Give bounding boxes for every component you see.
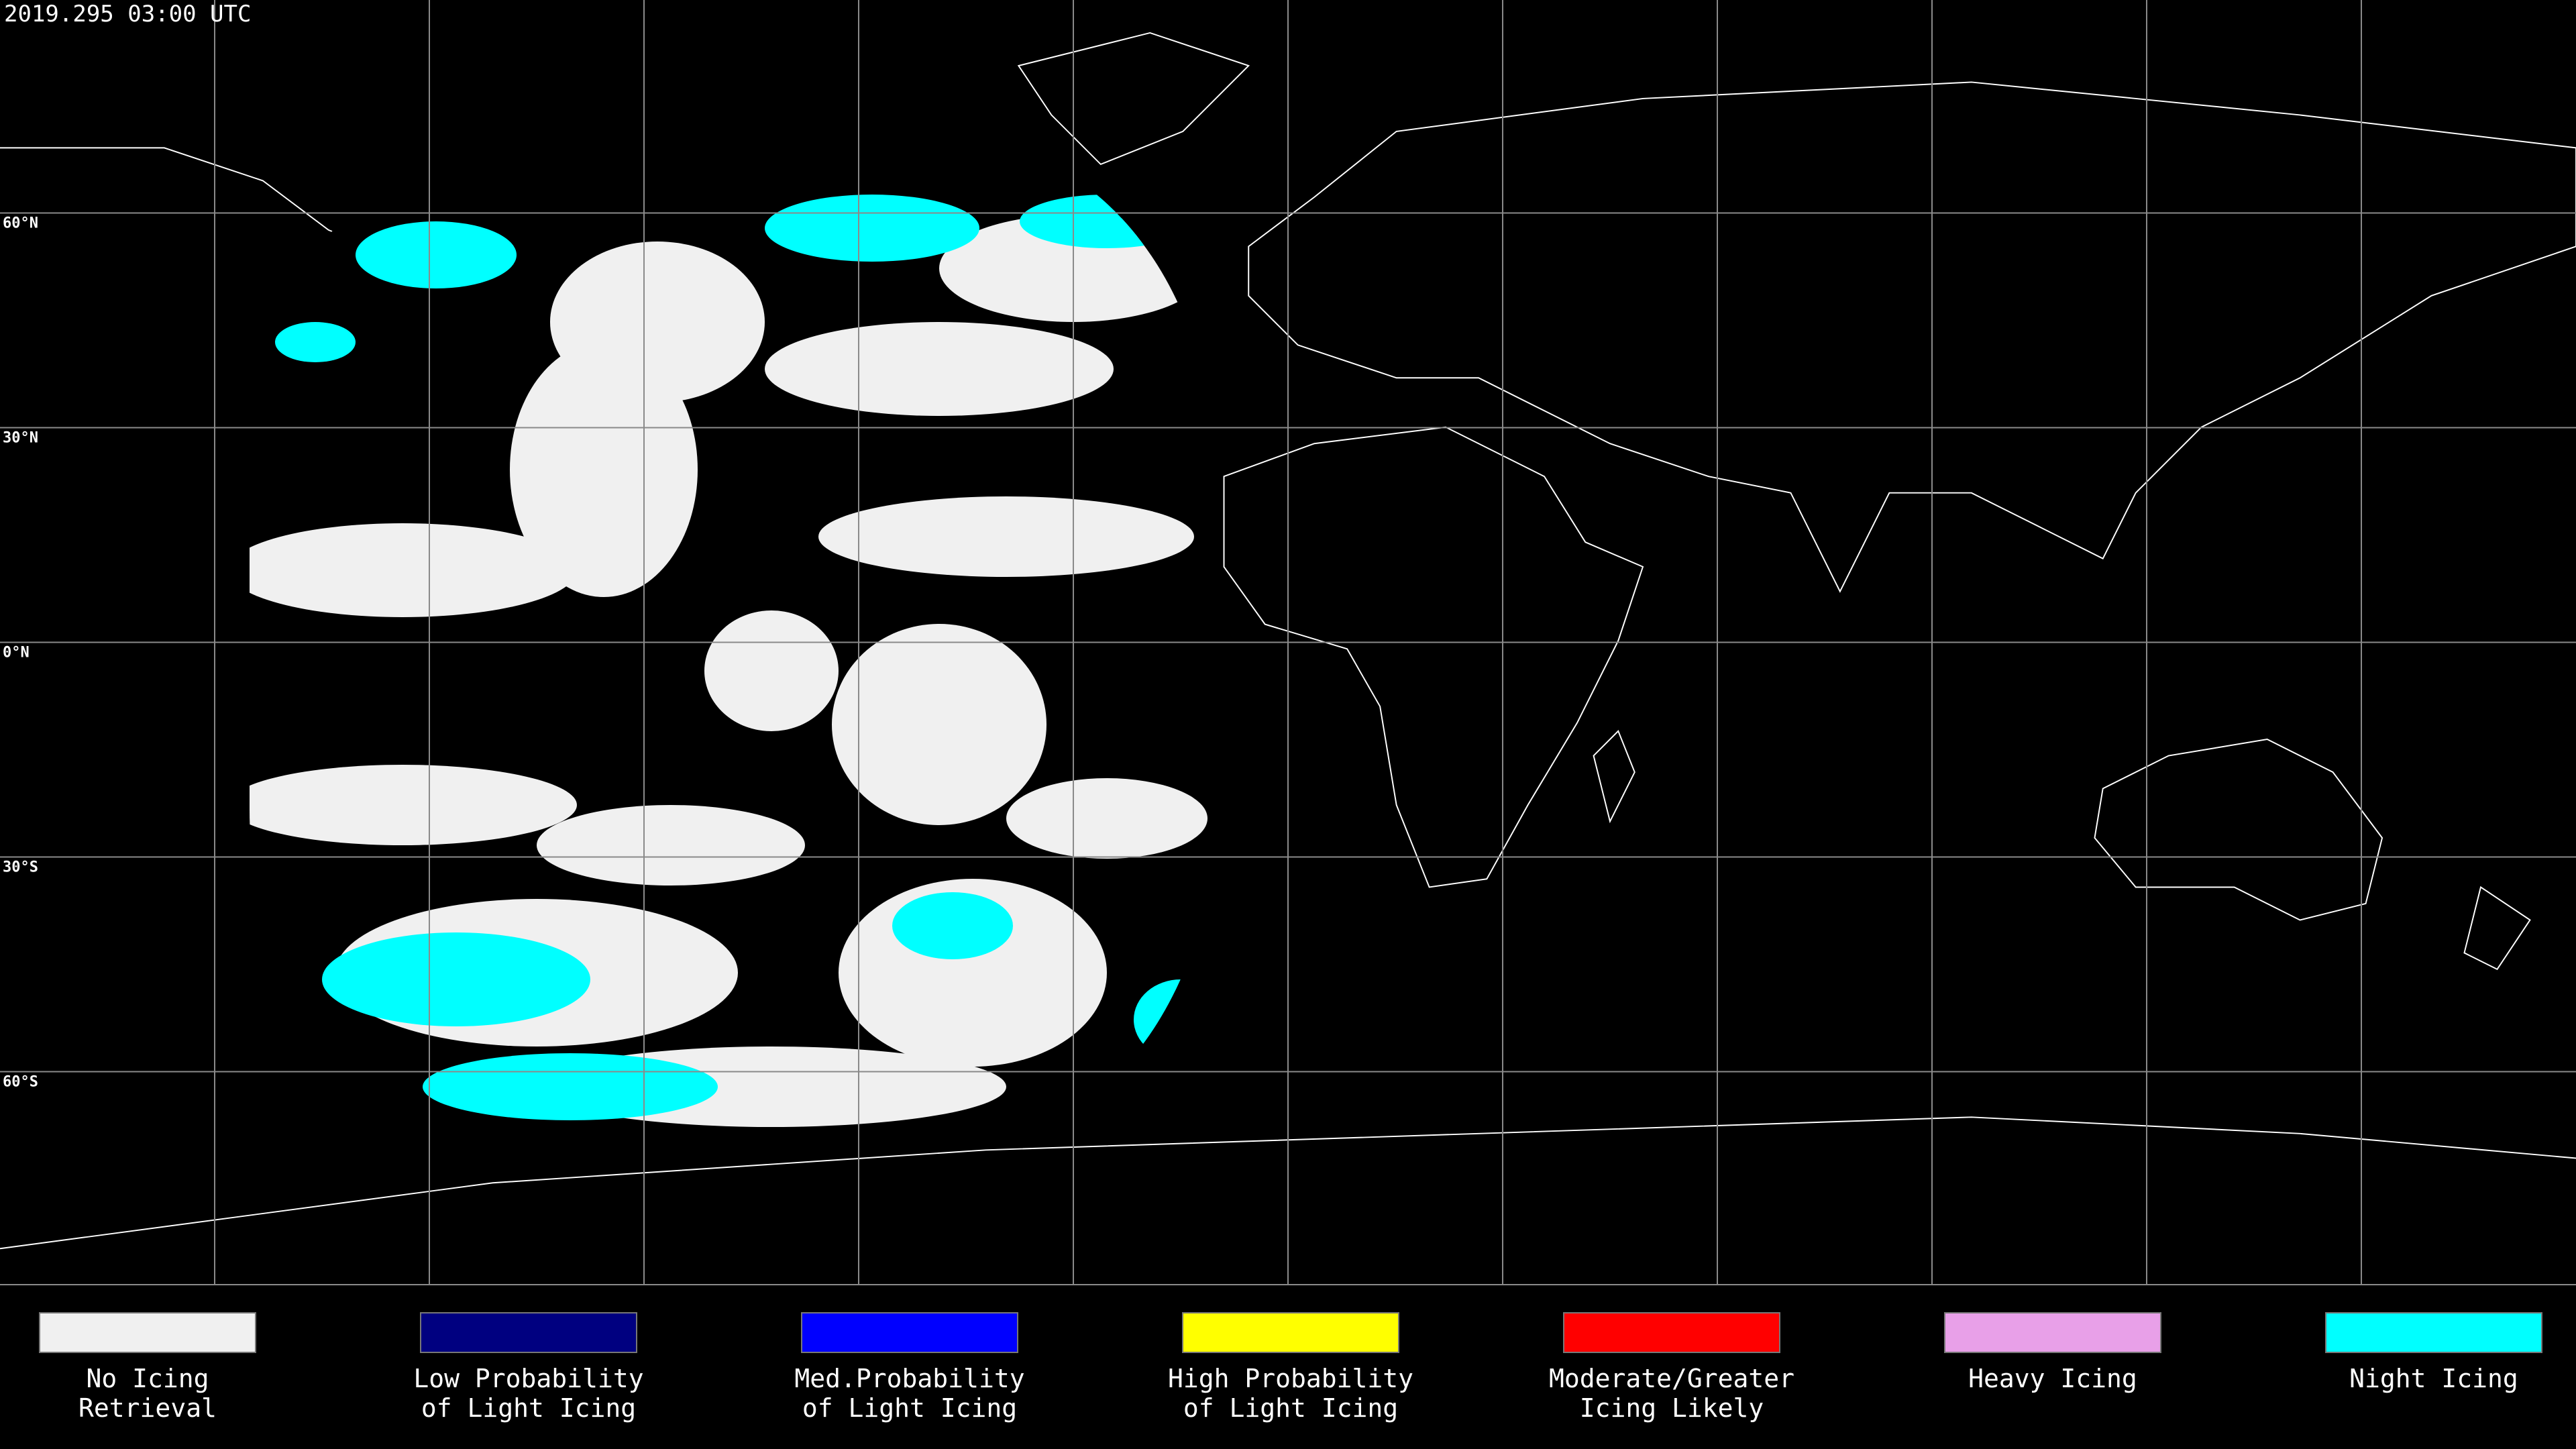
latitude-labels: 60°N 30°N 0°N 30°S 60°S <box>3 215 38 1091</box>
legend-swatch <box>39 1312 256 1353</box>
legend-swatch <box>801 1312 1018 1353</box>
legend-label: Retrieval <box>78 1393 217 1423</box>
latitude-label: 30°S <box>3 859 38 876</box>
legend-label: High Probability <box>1168 1364 1413 1393</box>
legend-label: No Icing <box>86 1364 209 1393</box>
legend-label: Night Icing <box>2349 1364 2518 1393</box>
legend-label: Moderate/Greater <box>1549 1364 1794 1393</box>
legend-label: Heavy Icing <box>1968 1364 2137 1393</box>
legend-label: Low Probability <box>413 1364 643 1393</box>
legend-label: Icing Likely <box>1580 1393 1764 1423</box>
latitude-label: 30°N <box>3 430 38 447</box>
satellite-disk <box>250 143 1216 1145</box>
legend-swatch <box>1563 1312 1780 1353</box>
legend-label: of Light Icing <box>421 1393 636 1423</box>
legend-swatch <box>420 1312 637 1353</box>
latitude-label: 60°N <box>3 215 38 232</box>
timestamp: 2019.295 03:00 UTC <box>4 1 251 28</box>
legend-swatch <box>1182 1312 1399 1353</box>
latitude-label: 60°S <box>3 1074 38 1091</box>
latitude-label: 0°N <box>3 645 30 661</box>
graticule <box>0 0 2576 1285</box>
legend-swatch <box>2325 1312 2542 1353</box>
legend-label: Med.Probability <box>794 1364 1024 1393</box>
legend-label: of Light Icing <box>802 1393 1017 1423</box>
legend-label: of Light Icing <box>1183 1393 1398 1423</box>
legend-swatch <box>1944 1312 2161 1353</box>
coastlines <box>0 32 2576 1250</box>
